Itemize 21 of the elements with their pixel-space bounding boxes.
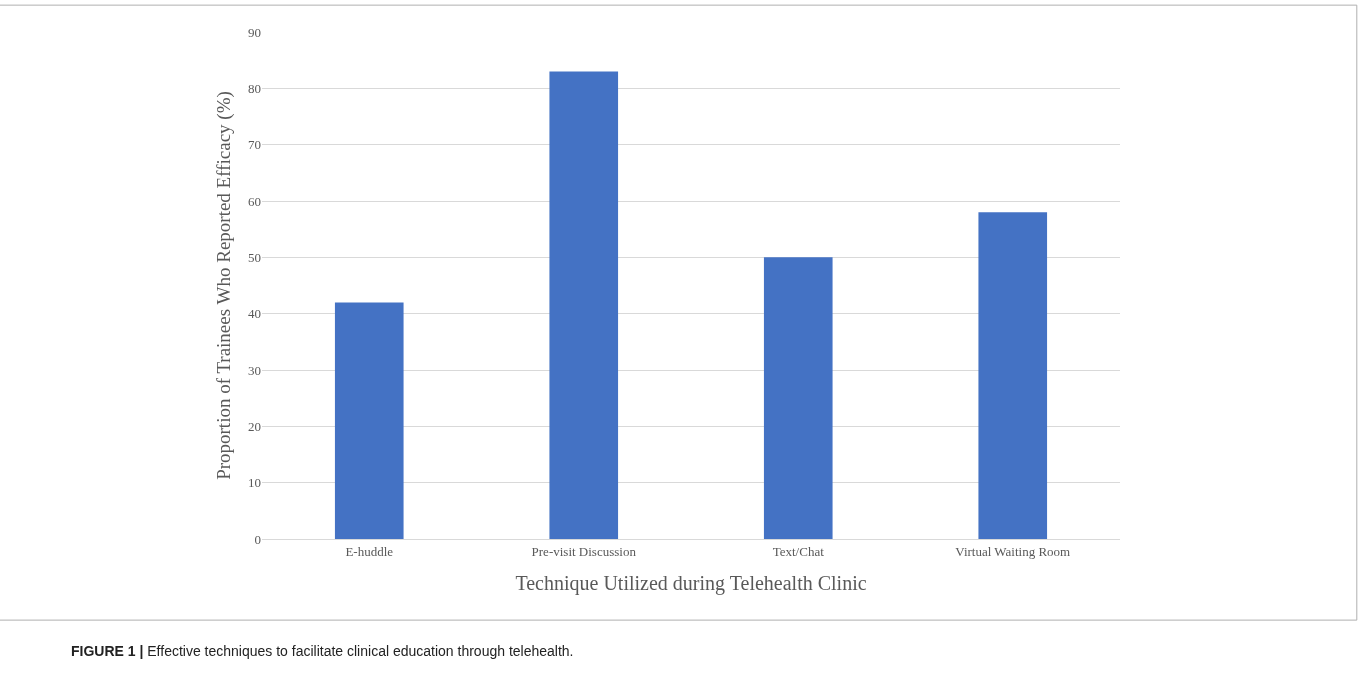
y-tick-label: 60 <box>248 193 261 209</box>
bar <box>549 71 619 539</box>
x-tick-label: Virtual Waiting Room <box>955 543 1071 559</box>
y-tick-label: 30 <box>248 362 261 378</box>
y-tick-label: 0 <box>254 531 261 547</box>
y-tick-label: 20 <box>248 418 261 434</box>
bar <box>978 212 1048 539</box>
y-tick-label: 80 <box>248 80 261 96</box>
x-tick-label: Text/Chat <box>772 543 825 559</box>
caption: FIGURE 1 | Effective techniques to facilitate clinical education through telehealth. <box>71 643 574 659</box>
y-tick-label: 70 <box>248 137 261 153</box>
y-axis-title: Proportion of Trainees Who Reported Efficacy (%) <box>212 91 235 480</box>
bar <box>763 257 833 539</box>
y-tick-label: 10 <box>248 475 261 491</box>
y-tick-label: 50 <box>248 249 261 265</box>
y-tick-label: 40 <box>248 306 261 322</box>
x-tick-label: Pre-visit Discussion <box>531 543 637 559</box>
y-tick-label: 90 <box>248 24 261 40</box>
x-tick-label: E-huddle <box>345 543 394 559</box>
bar <box>334 302 404 539</box>
x-axis-title: Technique Utilized during Telehealth Clinic <box>515 572 867 596</box>
